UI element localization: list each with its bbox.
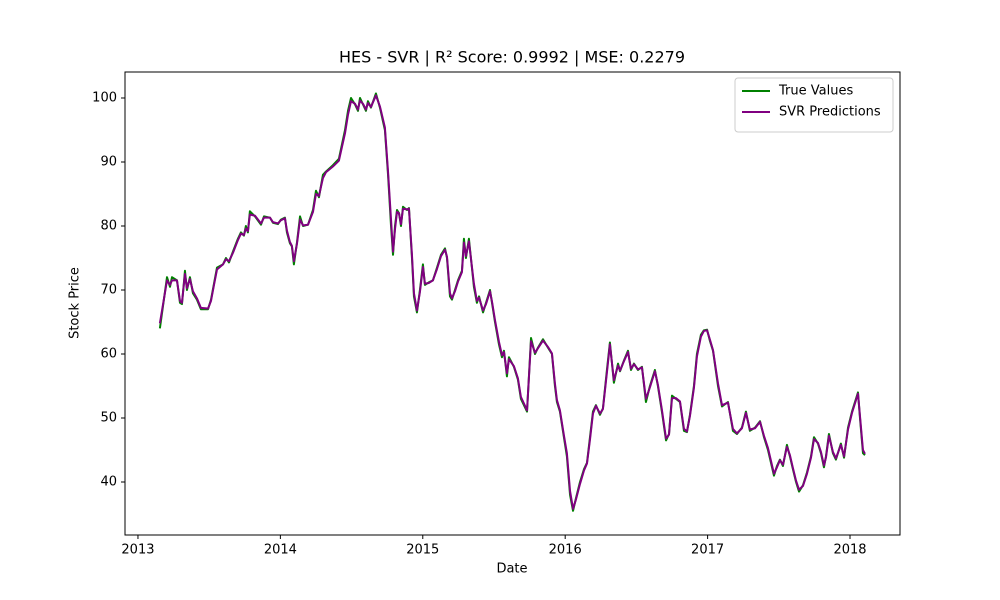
x-tick-label: 2013 — [121, 543, 154, 558]
series-line — [158, 92, 866, 512]
y-tick-label: 80 — [100, 218, 117, 233]
legend-label: True Values — [778, 84, 853, 99]
legend: True Values SVR Predictions — [734, 77, 894, 133]
y-tick-label: 60 — [100, 346, 117, 361]
y-tick-label: 100 — [92, 90, 117, 105]
y-tick-label: 70 — [100, 282, 117, 297]
axes-frame — [124, 71, 901, 536]
series-line — [158, 94, 866, 510]
y-tick-label: 40 — [100, 475, 117, 490]
y-axis-label: Stock Price — [68, 267, 83, 339]
x-axis-label: Date — [496, 562, 527, 577]
legend-label: SVR Predictions — [779, 105, 881, 120]
y-tick-label: 90 — [100, 154, 117, 169]
chart-title: HES - SVR | R² Score: 0.9992 | MSE: 0.22… — [339, 48, 685, 67]
x-tick-label: 2017 — [691, 543, 724, 558]
x-tick-label: 2014 — [264, 543, 297, 558]
y-tick-label: 50 — [100, 411, 117, 426]
legend-box — [734, 77, 894, 133]
x-tick-label: 2015 — [406, 543, 439, 558]
plot-area — [158, 92, 866, 512]
x-tick-label: 2018 — [833, 543, 866, 558]
x-tick-label: 2016 — [549, 543, 582, 558]
